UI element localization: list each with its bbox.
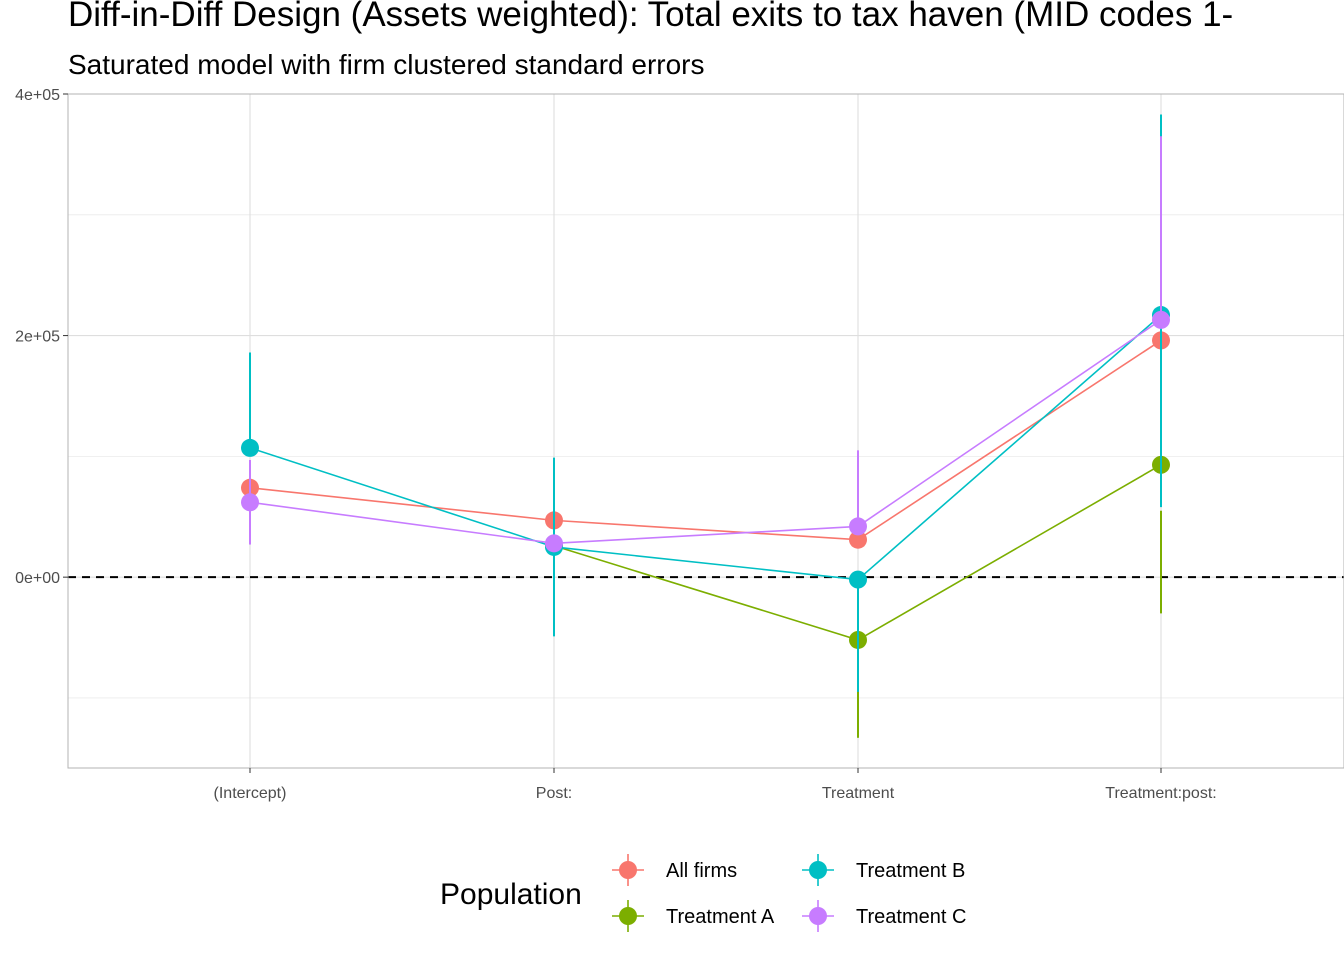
legend-label: Treatment A <box>666 906 775 928</box>
legend: All firms Treatment A Treatment B Treatment… <box>612 854 966 932</box>
x-tick-label: Treatment:post: <box>1105 785 1216 802</box>
legend-key-point <box>809 907 827 925</box>
y-tick-label: 0e+00 <box>15 570 60 587</box>
plot-gridlines <box>68 93 1344 768</box>
legend-item: Treatment C <box>802 900 966 932</box>
legend-key-point <box>619 861 637 879</box>
y-axis: 0e+00 2e+05 4e+05 <box>15 87 68 587</box>
legend-item: All firms <box>612 854 737 886</box>
data-point <box>849 517 867 536</box>
data-point <box>849 530 867 549</box>
series-group <box>241 114 1170 692</box>
x-tick-label: Treatment <box>822 785 895 802</box>
y-tick-label: 2e+05 <box>15 329 60 346</box>
series-line <box>249 339 1162 541</box>
chart-title: Diff-in-Diff Design (Assets weighted): T… <box>68 0 1233 34</box>
data-point <box>241 438 259 457</box>
legend-label: All firms <box>666 860 737 882</box>
x-axis: (Intercept) Post: Treatment Treatment:post: <box>214 768 1217 802</box>
legend-item: Treatment B <box>802 854 965 886</box>
series-line <box>249 314 1162 581</box>
legend-title: Population <box>440 878 582 911</box>
y-tick-label: 4e+05 <box>15 87 60 104</box>
data-point <box>849 570 867 589</box>
legend-key-point <box>809 861 827 879</box>
plot-panel-border <box>67 93 1344 769</box>
plot-series <box>241 114 1170 738</box>
data-point <box>545 534 563 553</box>
x-tick-label: (Intercept) <box>214 785 287 802</box>
legend-item: Treatment A <box>612 900 775 932</box>
chart-subtitle: Saturated model with firm clustered stan… <box>68 49 705 80</box>
series-group <box>241 331 1170 549</box>
data-point <box>241 493 259 512</box>
series-group <box>241 136 1170 553</box>
legend-key-point <box>619 907 637 925</box>
series-line <box>249 319 1162 545</box>
x-tick-label: Post: <box>536 785 572 802</box>
legend-label: Treatment B <box>856 860 965 882</box>
legend-label: Treatment C <box>856 906 966 928</box>
data-point <box>1152 310 1170 329</box>
